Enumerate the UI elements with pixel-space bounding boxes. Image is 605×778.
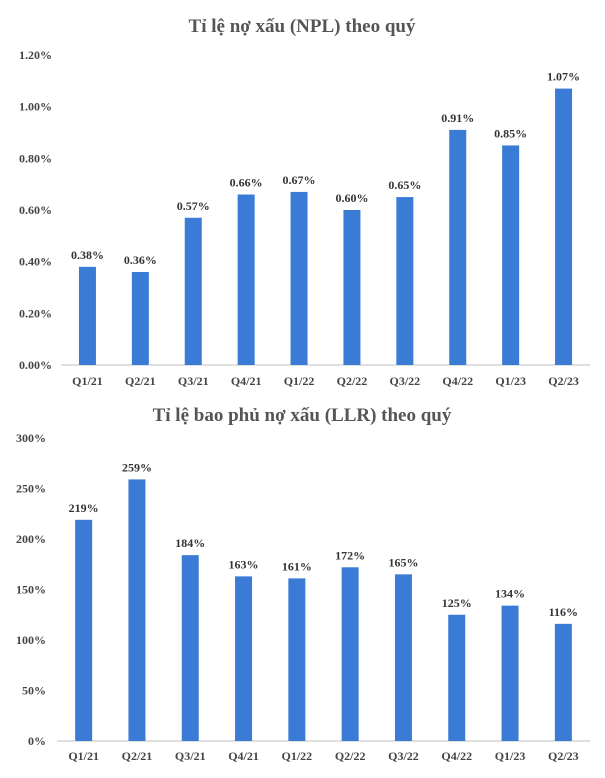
llr-category-label: Q2/22 (335, 749, 366, 763)
llr-category-label: Q1/21 (68, 749, 99, 763)
llr-data-label: 116% (549, 605, 578, 619)
llr-category-label: Q3/22 (388, 749, 419, 763)
llr-data-label: 172% (335, 548, 365, 562)
npl-data-label: 0.66% (230, 176, 263, 190)
llr-y-tick-label: 250% (16, 482, 46, 496)
npl-bar (237, 194, 255, 365)
npl-category-label: Q1/23 (495, 374, 526, 388)
llr-bar (235, 576, 253, 741)
llr-bar (288, 578, 306, 741)
npl-bar (396, 197, 414, 365)
llr-data-label: 163% (229, 557, 259, 571)
llr-category-label: Q2/21 (122, 749, 153, 763)
npl-category-label: Q3/21 (178, 374, 209, 388)
npl-data-label: 0.67% (283, 173, 316, 187)
npl-y-tick-label: 0.60% (19, 203, 52, 217)
llr-bar (75, 519, 93, 741)
npl-data-label: 0.60% (335, 191, 368, 205)
llr-category-label: Q4/21 (228, 749, 259, 763)
npl-y-tick-label: 0.80% (19, 151, 52, 165)
npl-category-label: Q3/22 (390, 374, 421, 388)
npl-bar (343, 210, 361, 365)
llr-category-label: Q1/23 (495, 749, 526, 763)
npl-bar (502, 145, 520, 365)
llr-data-label: 134% (495, 587, 525, 601)
npl-category-label: Q2/21 (125, 374, 156, 388)
npl-data-label: 0.38% (71, 248, 104, 262)
llr-bar (341, 567, 359, 741)
llr-data-label: 161% (282, 559, 312, 573)
npl-y-tick-label: 0.40% (19, 255, 52, 269)
npl-bar (290, 191, 308, 365)
npl-bar (449, 129, 467, 365)
npl-y-tick-label: 0.20% (19, 306, 52, 320)
npl-category-label: Q1/21 (72, 374, 103, 388)
llr-data-label: 219% (69, 501, 99, 515)
npl-bar (131, 272, 149, 365)
llr-category-label: Q1/22 (282, 749, 313, 763)
npl-data-label: 0.36% (124, 253, 157, 267)
npl-data-label: 1.07% (547, 70, 580, 84)
npl-category-label: Q4/22 (442, 374, 473, 388)
npl-chart: Tỉ lệ nợ xấu (NPL) theo quý 0.00% 0.20% 0.… (19, 16, 590, 388)
llr-bar (394, 574, 412, 741)
npl-bar (184, 217, 202, 365)
llr-category-label: Q3/21 (175, 749, 206, 763)
llr-y-tick-label: 300% (16, 431, 46, 445)
npl-y-tick-label: 0.00% (19, 358, 52, 372)
llr-chart-title: Tỉ lệ bao phủ nợ xấu (LLR) theo quý (153, 405, 452, 426)
npl-data-label: 0.65% (388, 178, 421, 192)
llr-y-tick-label: 50% (22, 684, 46, 698)
npl-category-label: Q4/21 (231, 374, 262, 388)
llr-y-tick-label: 100% (16, 633, 46, 647)
llr-data-label: 125% (442, 596, 472, 610)
llr-data-label: 259% (122, 460, 152, 474)
npl-y-tick-label: 1.20% (19, 48, 52, 62)
npl-category-label: Q2/23 (548, 374, 579, 388)
llr-y-tick-label: 0% (28, 734, 46, 748)
llr-data-label: 165% (388, 555, 418, 569)
npl-bar (78, 266, 96, 365)
llr-data-label: 184% (175, 536, 205, 550)
llr-bar (128, 479, 146, 741)
llr-bar (448, 614, 466, 741)
npl-category-label: Q2/22 (337, 374, 368, 388)
llr-bar (501, 605, 519, 741)
npl-data-label: 0.91% (441, 111, 474, 125)
npl-category-label: Q1/22 (284, 374, 315, 388)
npl-bar (555, 88, 573, 365)
llr-bar (181, 555, 199, 741)
llr-chart: Tỉ lệ bao phủ nợ xấu (LLR) theo quý 0% 50… (16, 405, 590, 763)
npl-data-label: 0.57% (177, 199, 210, 213)
npl-chart-title: Tỉ lệ nợ xấu (NPL) theo quý (189, 16, 416, 37)
llr-y-tick-label: 150% (16, 583, 46, 597)
llr-category-label: Q2/23 (548, 749, 579, 763)
llr-bar (554, 623, 572, 741)
llr-y-tick-label: 200% (16, 532, 46, 546)
npl-data-label: 0.85% (494, 126, 527, 140)
npl-y-tick-label: 1.00% (19, 100, 52, 114)
llr-category-label: Q4/22 (441, 749, 472, 763)
